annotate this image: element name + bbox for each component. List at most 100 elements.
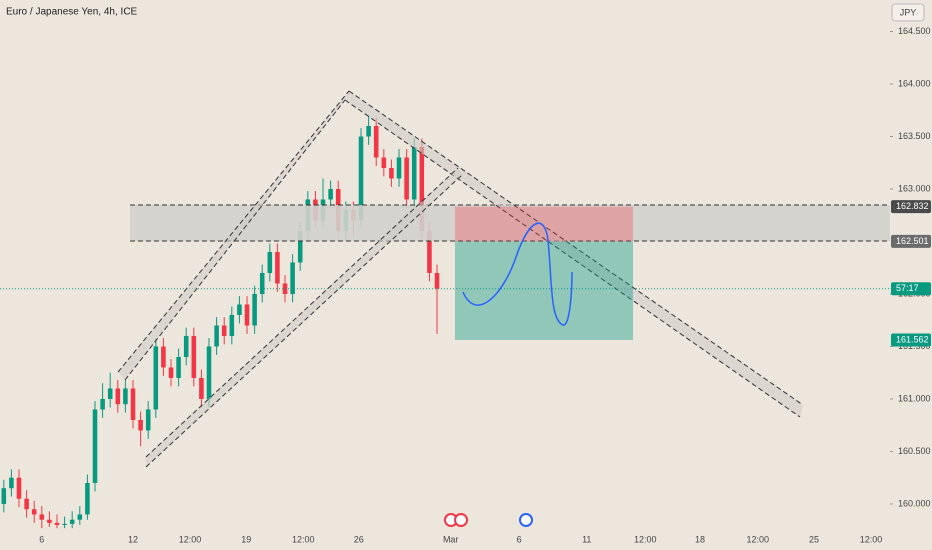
y-tick-label: 163.000 [898,183,931,193]
event-icon[interactable] [519,513,533,527]
price-label: 161.562 [896,334,929,344]
candle-body [123,388,128,405]
x-tick-label: 12:00 [634,534,657,544]
target-zone [455,241,633,340]
candle-body [24,498,29,510]
x-tick-label: 18 [695,534,705,544]
x-tick-label: 11 [582,534,591,544]
y-tick-label: 163.500 [898,131,931,141]
price-label: 162.501 [896,236,929,246]
candle-body [297,230,303,263]
candle-body [107,388,113,399]
candle-body [138,419,143,431]
candle-body [419,146,425,231]
time-axis-bg [0,530,890,550]
price-label-bg [891,200,931,214]
candle-body [434,272,440,289]
position-tool [455,206,633,340]
candle-body [427,230,432,273]
candle-body [389,167,394,179]
price-label-bg [891,333,931,347]
candle-body [229,314,235,336]
candle-body [161,346,166,368]
candle-body [259,272,265,294]
candle-body [252,293,257,326]
channel-line [348,90,804,406]
candle-body [145,409,151,431]
candle-body [39,514,45,520]
channel-fill [146,168,462,467]
candle-body [411,146,417,200]
y-tick-label: 160.500 [898,446,931,456]
price-label: 57:17 [896,283,919,293]
candle-body [396,157,402,179]
candle-body [16,477,22,499]
y-tick-label: 161.000 [898,393,931,403]
candle-body [9,477,14,489]
candle-body [244,304,250,326]
x-tick-label: 19 [241,534,251,544]
candle-body [77,514,83,520]
y-tick-label: 164.000 [898,78,931,88]
candle-body [1,488,7,504]
event-icons [444,513,533,527]
candle-body [199,377,204,399]
candle-body [54,522,60,525]
candle-body [275,251,280,284]
candle-body [92,409,98,483]
channel-line [124,99,346,381]
candle-body [130,388,136,420]
currency-button[interactable] [891,3,925,22]
candle-body [358,136,364,221]
x-tick-label: 12:00 [292,534,315,544]
candle-body [237,304,242,315]
candle-body [404,157,409,200]
price-label-bg [891,234,931,248]
candle-body [191,335,197,378]
channel-line [117,90,350,373]
x-tick-label: 12 [128,534,138,544]
x-tick-label: 12:00 [179,534,202,544]
x-tick-label: 6 [517,534,522,544]
y-tick-label: 164.500 [898,26,931,36]
event-icon[interactable] [454,513,468,527]
x-tick-label: 6 [39,534,44,544]
candle-body [366,125,371,137]
x-tick-label: 25 [809,534,819,544]
candle-body [183,335,189,357]
axis-bg [890,0,932,550]
candle-body [267,251,273,273]
x-tick-label: 26 [354,534,364,544]
candle-body [31,509,37,515]
candle-body [328,188,333,200]
x-tick-label: 12:00 [860,534,883,544]
candle-body [85,482,90,515]
candle-body [153,346,159,410]
x-tick-label: Mar [443,534,459,544]
candle-body [214,325,219,347]
candle-body [381,157,387,168]
candle-body [100,398,105,410]
candle-body [47,519,52,523]
candle-body [206,346,212,399]
candle-body [168,367,174,378]
currency-label[interactable]: JPY [900,7,917,17]
symbol-title: Euro / Japanese Yen, 4h, ICE [6,7,138,18]
brush-curve [462,222,573,326]
stop-zone [455,206,633,242]
candle-body [115,388,121,405]
drawings [117,90,890,468]
x-tick-label: 12:00 [746,534,769,544]
candle-body [176,356,181,378]
channel-line [344,99,801,418]
candle-body [221,325,227,336]
candle-body [69,519,75,524]
price-label-bg [891,282,931,296]
price-label: 162.832 [896,201,929,211]
candle-body [62,523,67,525]
candle-body [290,262,295,294]
y-tick-label: 160.000 [898,498,931,508]
